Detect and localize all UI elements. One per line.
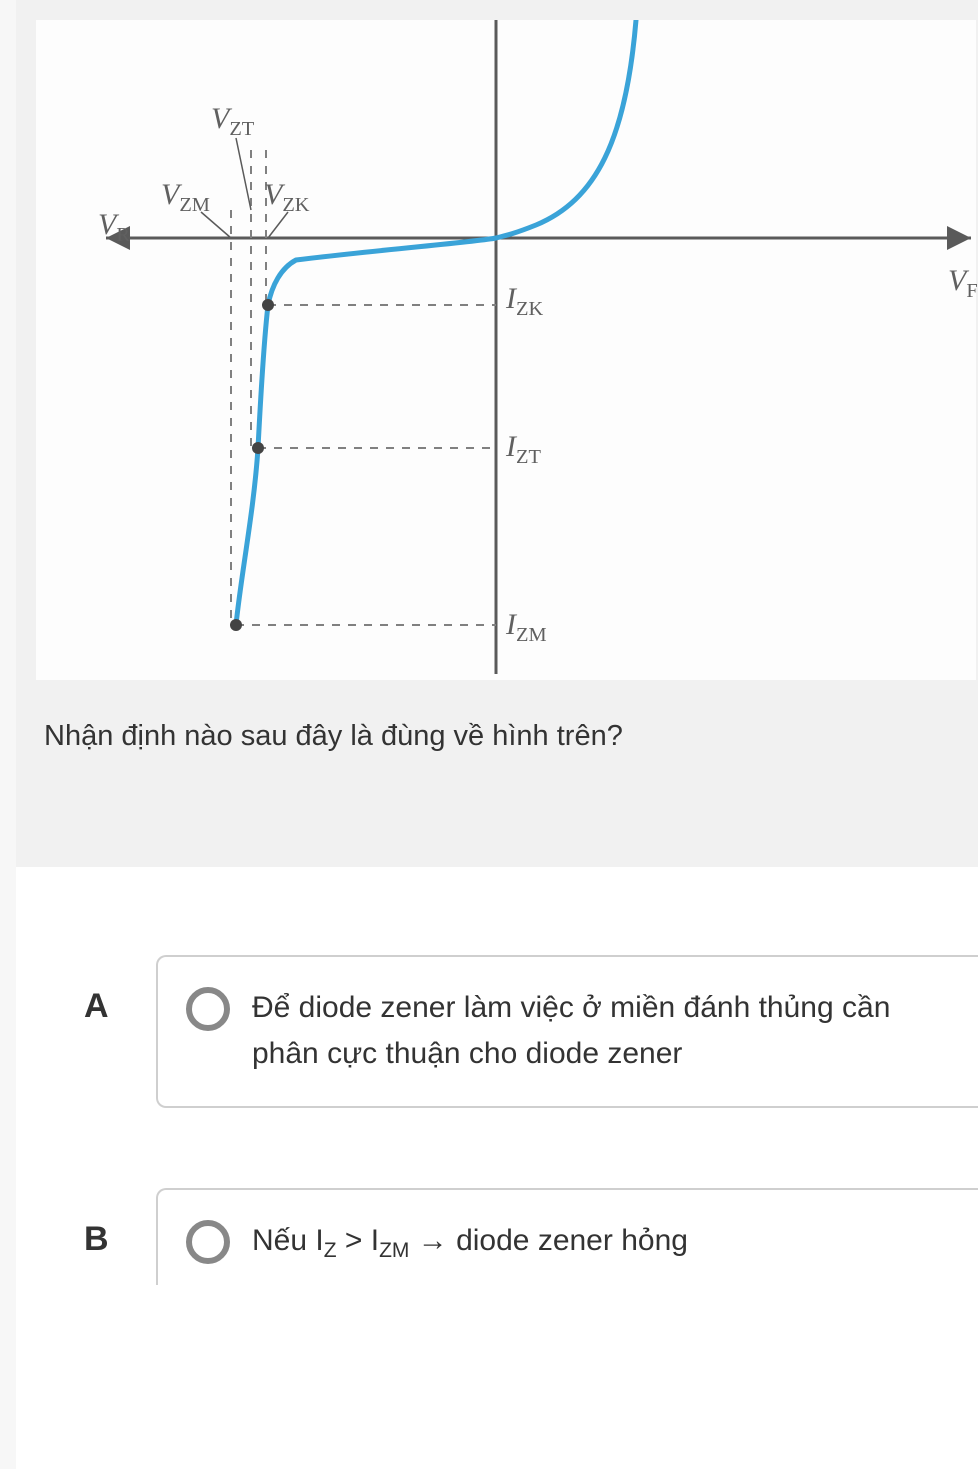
option-letter: B: [84, 1188, 156, 1259]
answer-option-b[interactable]: B Nếu IZ > IZM → diode zener hỏng: [16, 1188, 978, 1286]
question-text-bar: Nhận định nào sau đây là đùng về hình tr…: [16, 685, 978, 867]
answer-option-a[interactable]: A Để diode zener làm việc ở miền đánh th…: [16, 955, 978, 1108]
diagram-label-vf: VF: [948, 264, 978, 303]
diagram-label-vzk: VZK: [264, 178, 310, 217]
diagram-label-izt: IZT: [506, 430, 541, 469]
option-letter: A: [84, 955, 156, 1026]
option-text: Để diode zener làm việc ở miền đánh thủn…: [252, 985, 950, 1078]
diagram-area: VR VZMVZT VZK IZK IZT IZM VF: [16, 0, 978, 685]
radio-unchecked-icon[interactable]: [186, 987, 230, 1031]
diagram-label-izk: IZK: [506, 282, 543, 321]
diagram-label-vzm: VZM: [161, 178, 210, 217]
zener-iv-diagram: VR VZMVZT VZK IZK IZT IZM VF: [36, 20, 976, 680]
option-text: Nếu IZ > IZM → diode zener hỏng: [252, 1218, 728, 1268]
radio-unchecked-icon[interactable]: [186, 1220, 230, 1264]
diagram-label-vr: VR: [98, 208, 130, 247]
diagram-label-vzt: VZT: [211, 102, 254, 141]
question-text: Nhận định nào sau đây là đùng về hình tr…: [44, 715, 950, 759]
answer-options: A Để diode zener làm việc ở miền đánh th…: [16, 867, 978, 1286]
diagram-label-izm: IZM: [506, 608, 547, 647]
